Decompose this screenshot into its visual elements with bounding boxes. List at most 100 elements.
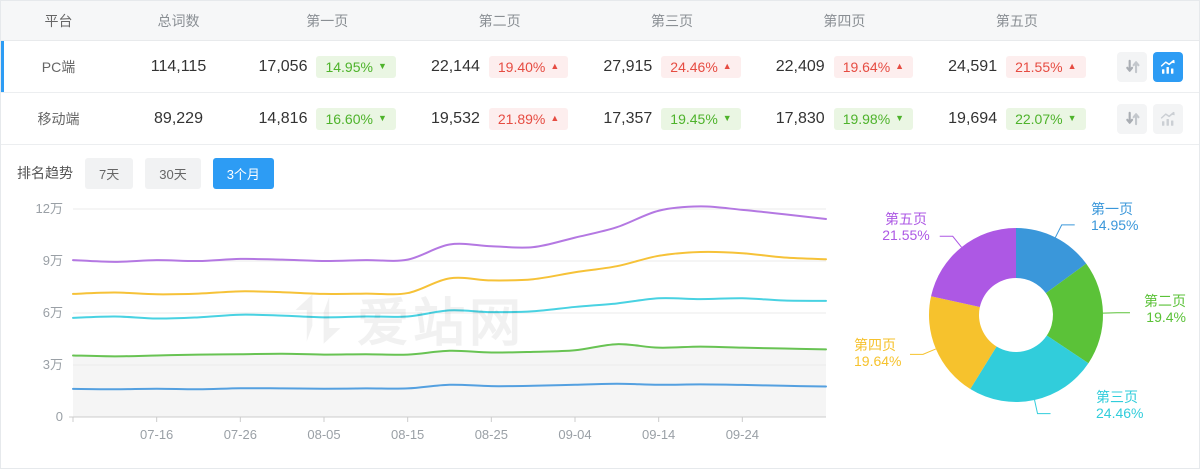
trend-line-chart: 0 3万 6万 9万 12万 07-16 07-26 08-05 08-15 08-25 09-04…: [36, 201, 827, 442]
page3-cell: 17,357 19.45% ▼: [586, 107, 758, 130]
change-arrow-icon: ▲: [550, 61, 560, 71]
page1-count: 14,816: [258, 109, 308, 127]
donut-label-name: 第四页: [854, 337, 896, 353]
x-tick-label: 08-05: [307, 427, 340, 442]
y-tick-label: 0: [56, 409, 63, 424]
trend-title: 排名趋势: [17, 165, 73, 181]
series-yellow-line: [72, 250, 827, 296]
trend-chart-icon: [1160, 111, 1175, 126]
y-tick-label: 6万: [43, 305, 63, 320]
trend-toolbar: 排名趋势 7天 30天 3个月: [11, 157, 1189, 189]
trend-chart-icon: [1160, 59, 1175, 74]
y-tick-label: 12万: [36, 201, 63, 216]
change-badge: 21.89% ▲: [488, 107, 569, 130]
page4-count: 17,830: [775, 109, 825, 127]
x-tick-label: 09-04: [558, 427, 591, 442]
trend-chart-button[interactable]: [1153, 51, 1184, 82]
page4-cell: 17,830 19.98% ▼: [758, 107, 930, 130]
x-tick-label: 08-25: [475, 427, 508, 442]
col-header-page-2: 第二页: [478, 12, 521, 29]
updown-arrows-icon: [1125, 111, 1140, 126]
change-pct: 19.98%: [842, 110, 891, 127]
donut-label-page-4: 第四页 19.64%: [854, 337, 901, 369]
donut-label-page-2: 第二页 19.4%: [1144, 293, 1186, 325]
change-pct: 22.07%: [1015, 110, 1063, 127]
table-row-pc[interactable]: PC端 114,115 17,056 14.95% ▼ 22,144 19.40%…: [1, 41, 1199, 93]
tab-3-months[interactable]: 3个月: [212, 157, 274, 189]
change-arrow-icon: ▼: [377, 113, 387, 123]
y-tick-label: 3万: [43, 357, 63, 372]
page1-cell: 14,816 16.60% ▼: [241, 107, 413, 130]
donut-slice-第五页[interactable]: [931, 228, 1016, 308]
tab-30-days[interactable]: 30天: [145, 157, 201, 189]
change-badge: 22.07% ▼: [1006, 107, 1086, 130]
donut-label-page-5: 第五页 21.55%: [876, 211, 936, 243]
donut-leader-line: [1054, 224, 1075, 238]
donut-label-name: 第五页: [885, 211, 927, 227]
donut-slice-第四页[interactable]: [929, 296, 997, 390]
donut-slice-第二页[interactable]: [1045, 263, 1103, 364]
change-badge: 21.55% ▲: [1006, 55, 1086, 78]
donut-chart-svg: [909, 224, 1130, 415]
col-header-total-words: 总词数: [157, 12, 200, 29]
change-pct: 19.45%: [670, 110, 718, 127]
donut-chart-area: 第一页 14.95% 第二页 19.4% 第三页 24.46% 第四页 19.6…: [846, 193, 1191, 445]
change-badge: 19.45% ▼: [661, 107, 741, 130]
change-pct: 19.64%: [842, 58, 891, 75]
change-arrow-icon: ▲: [550, 113, 560, 123]
change-arrow-icon: ▼: [377, 61, 387, 71]
page4-count: 22,409: [775, 57, 825, 75]
donut-leader-line: [939, 235, 962, 248]
trend-chart-button[interactable]: [1153, 103, 1184, 134]
donut-leader-line: [909, 348, 937, 355]
page5-cell: 19,694 22.07% ▼: [931, 107, 1103, 130]
platform-label: PC端: [41, 58, 76, 75]
page3-count: 17,357: [603, 109, 653, 127]
donut-label-pct: 21.55%: [882, 227, 930, 243]
donut-label-page-1: 第一页 14.95%: [1091, 201, 1138, 233]
compare-updown-button[interactable]: [1117, 51, 1148, 82]
col-header-page-5: 第五页: [995, 12, 1038, 29]
change-arrow-icon: ▼: [1067, 113, 1077, 123]
donut-label-pct: 24.46%: [1096, 405, 1144, 421]
table-row-mobile[interactable]: 移动端 89,229 14,816 16.60% ▼ 19,532 21.89% ▲…: [1, 93, 1199, 145]
series-purple-line: [72, 205, 827, 263]
donut-slice-第一页[interactable]: [1016, 228, 1087, 294]
change-pct: 14.95%: [325, 58, 373, 75]
donut-label-pct: 19.4%: [1146, 309, 1186, 325]
x-tick-label: 07-16: [140, 427, 173, 442]
col-header-page-4: 第四页: [823, 12, 866, 29]
change-arrow-icon: ▲: [1067, 61, 1077, 71]
donut-label-pct: 19.64%: [854, 353, 902, 369]
change-badge: 14.95% ▼: [316, 55, 396, 78]
page5-count: 19,694: [948, 109, 998, 127]
page5-cell: 24,591 21.55% ▲: [931, 55, 1103, 78]
page3-cell: 27,915 24.46% ▲: [586, 55, 758, 78]
change-arrow-icon: ▼: [895, 113, 905, 123]
tab-7-days[interactable]: 7天: [85, 157, 134, 189]
x-axis: 07-16 07-26 08-05 08-15 08-25 09-04 09-14 09-24: [69, 416, 826, 442]
page2-count: 19,532: [430, 109, 480, 127]
table-header-row: 平台 总词数 第一页 第二页 第三页 第四页 第五页: [1, 1, 1199, 41]
compare-updown-button[interactable]: [1117, 103, 1148, 134]
total-words-value: 114,115: [150, 57, 207, 75]
page1-count: 17,056: [258, 57, 308, 75]
change-badge: 16.60% ▼: [316, 107, 396, 130]
col-header-page-1: 第一页: [306, 12, 349, 29]
col-header-page-3: 第三页: [651, 12, 694, 29]
series-blue-line: [72, 382, 827, 391]
rank-table: 平台 总词数 第一页 第二页 第三页 第四页 第五页 PC端 114,115 1…: [1, 1, 1199, 145]
change-pct: 16.60%: [325, 110, 373, 127]
change-arrow-icon: ▼: [722, 113, 732, 123]
donut-slice-第三页[interactable]: [970, 335, 1089, 402]
change-badge: 24.46% ▲: [661, 55, 741, 78]
page4-cell: 22,409 19.64% ▲: [758, 55, 930, 78]
donut-label-name: 第一页: [1091, 201, 1133, 217]
trend-section: 排名趋势 7天 30天 3个月 0 3万 6万 9万 12万 07-16 07-26 08-0…: [1, 145, 1199, 461]
change-arrow-icon: ▲: [722, 61, 732, 71]
x-tick-label: 08-15: [391, 427, 424, 442]
change-arrow-icon: ▲: [895, 61, 905, 71]
donut-label-page-3: 第三页 24.46%: [1096, 389, 1143, 421]
change-pct: 19.40%: [497, 58, 546, 75]
trend-body: 0 3万 6万 9万 12万 07-16 07-26 08-05 08-15 08-25 09-04…: [11, 193, 1189, 461]
